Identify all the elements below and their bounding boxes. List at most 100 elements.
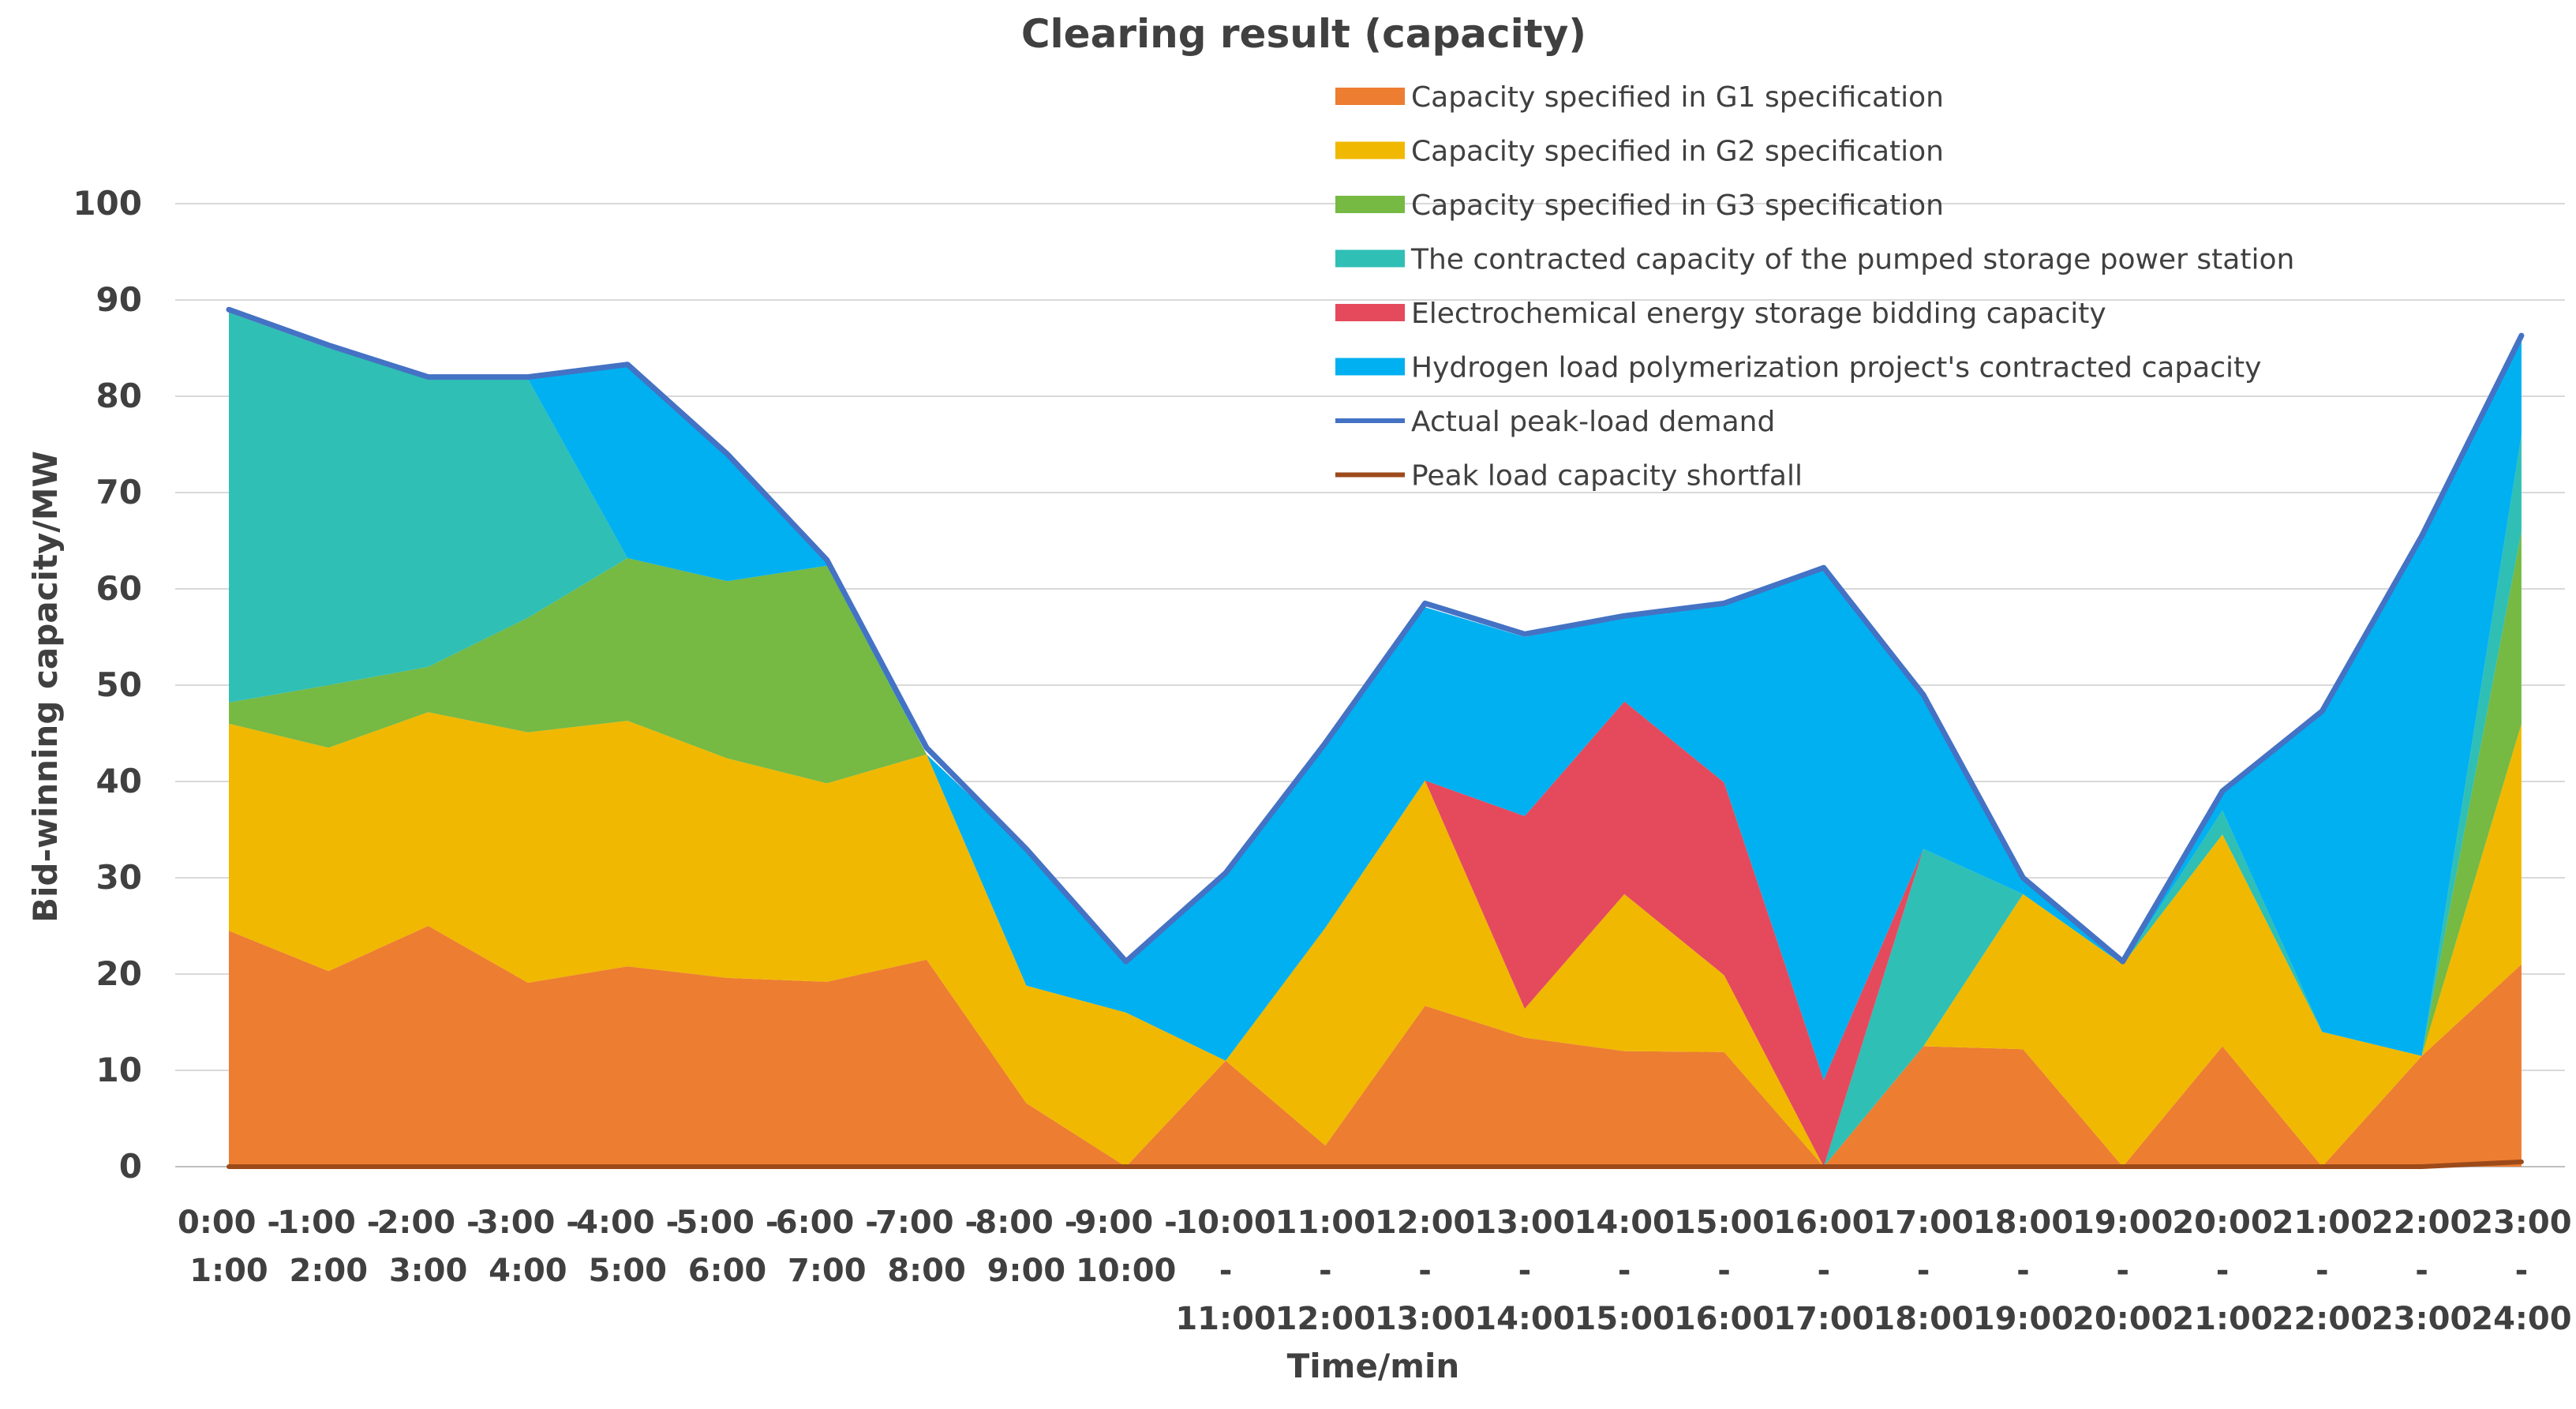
x-tick-label-line: 17:00	[1773, 1301, 1874, 1337]
x-tick-label-20: 19:00 - 20:00	[2072, 1205, 2173, 1337]
x-tick-label-line: 17:00	[1873, 1205, 1973, 1241]
area-series-6	[229, 312, 2522, 1081]
x-tick-label-24: 23:00 - 24:00	[2471, 1205, 2571, 1337]
x-tick-label-line: 8:00	[887, 1253, 966, 1289]
y-axis-ticks: 0 10 20 30 40 50 60 70 80 90 100	[73, 184, 142, 1186]
x-tick-label-line: 2:00	[290, 1253, 369, 1289]
line-series-2	[227, 1159, 2524, 1169]
x-tick-label-line: -	[1817, 1253, 1830, 1289]
legend-swatch-5	[1335, 304, 1405, 321]
x-tick-label-line: -	[1717, 1253, 1731, 1289]
x-tick-label-line: -	[1917, 1253, 1930, 1289]
x-tick-label-line: 8:00 -	[975, 1205, 1077, 1241]
area-series-4	[229, 312, 2522, 1167]
y-tick-label-70: 70	[96, 473, 142, 512]
x-tick-label-19: 18:00 - 19:00	[1973, 1205, 2073, 1337]
legend-label-6: Hydrogen load polymerization project's c…	[1411, 352, 2261, 384]
y-tick-label-0: 0	[119, 1147, 142, 1186]
x-tick-label-line: 3:00	[389, 1253, 468, 1289]
x-tick-label-12: 11:00 - 12:00	[1275, 1205, 1376, 1337]
legend-label-8: Peak load capacity shortfall	[1411, 460, 1803, 493]
x-tick-label-line: 23:00	[2372, 1301, 2472, 1337]
x-tick-label-line: -	[1518, 1253, 1532, 1289]
legend-label-5: Electrochemical energy storage bidding c…	[1411, 298, 2106, 330]
x-axis-ticks: 0:00 - 1:001:00 - 2:002:00 - 3:003:00 - 4:00…	[178, 1205, 2572, 1337]
area-series-1	[229, 926, 2522, 1167]
legend-label-7: Actual peak-load demand	[1411, 406, 1775, 438]
legend-swatch-3	[1335, 196, 1405, 213]
x-tick-label-line: 5:00	[588, 1253, 667, 1289]
x-tick-label-line: 6:00	[688, 1253, 767, 1289]
x-tick-label-3: 2:00 - 3:00	[377, 1205, 480, 1289]
x-tick-label-line: 19:00	[2072, 1205, 2173, 1241]
x-tick-label-line: 16:00	[1674, 1301, 1774, 1337]
x-tick-label-10: 9:00 - 10:00	[1075, 1205, 1178, 1289]
x-tick-label-line: 18:00	[1873, 1301, 1973, 1337]
x-tick-label-22: 21:00 - 22:00	[2272, 1205, 2372, 1337]
y-tick-label-10: 10	[96, 1051, 142, 1089]
x-tick-label-line: -	[2116, 1253, 2129, 1289]
x-tick-label-line: -	[2016, 1253, 2030, 1289]
x-tick-label-line: 1:00 -	[277, 1205, 380, 1241]
x-tick-label-line: 1:00	[189, 1253, 268, 1289]
x-tick-label-line: 24:00	[2471, 1301, 2571, 1337]
x-tick-label-line: 10:00	[1076, 1253, 1176, 1289]
x-tick-label-line: 22:00	[2372, 1205, 2472, 1241]
x-tick-label-2: 1:00 - 2:00	[277, 1205, 380, 1289]
x-tick-label-line: 14:00	[1474, 1301, 1574, 1337]
x-tick-label-line: 0:00 -	[178, 1205, 280, 1241]
legend-swatch-1	[1335, 88, 1405, 105]
x-tick-label-line: -	[1319, 1253, 1332, 1289]
x-tick-label-line: 21:00	[2272, 1205, 2372, 1241]
x-tick-label-line: 9:00 -	[1075, 1205, 1178, 1241]
x-tick-label-line: -	[2216, 1253, 2230, 1289]
stacked-areas	[229, 312, 2522, 1167]
y-tick-label-50: 50	[96, 665, 142, 704]
y-tick-label-30: 30	[96, 858, 142, 897]
x-tick-label-line: -	[1618, 1253, 1631, 1289]
x-tick-label-line: 16:00	[1773, 1205, 1874, 1241]
x-tick-label-11: 10:00 - 11:00	[1175, 1205, 1275, 1337]
x-tick-label-14: 13:00 - 14:00	[1474, 1205, 1574, 1337]
x-tick-label-line: 23:00	[2471, 1205, 2571, 1241]
x-tick-label-line: 19:00	[1973, 1301, 2073, 1337]
x-tick-label-line: 6:00 -	[776, 1205, 878, 1241]
y-tick-label-40: 40	[96, 762, 142, 800]
x-tick-label-13: 12:00 - 13:00	[1375, 1205, 1475, 1337]
x-tick-label-line: 15:00	[1574, 1301, 1675, 1337]
x-axis-title: Time/min	[1287, 1347, 1460, 1385]
y-tick-label-20: 20	[96, 954, 142, 993]
x-tick-label-18: 17:00 - 18:00	[1873, 1205, 1973, 1337]
y-tick-label-80: 80	[96, 377, 142, 415]
line-series-1	[226, 306, 2525, 965]
x-tick-label-line: -	[1418, 1253, 1432, 1289]
x-tick-label-6: 5:00 - 6:00	[676, 1205, 778, 1289]
x-tick-label-line: -	[2515, 1253, 2529, 1289]
x-tick-label-line: 2:00 -	[377, 1205, 480, 1241]
x-tick-label-line: 4:00 -	[576, 1205, 679, 1241]
legend: Capacity specified in G1 specification Ca…	[1335, 81, 2294, 493]
area-series-3	[229, 530, 2522, 1167]
legend-swatch-2	[1335, 141, 1405, 159]
x-tick-label-line: 11:00	[1275, 1205, 1376, 1241]
x-tick-label-5: 4:00 - 5:00	[576, 1205, 679, 1289]
legend-label-4: The contracted capacity of the pumped st…	[1410, 244, 2294, 276]
x-tick-label-7: 6:00 - 7:00	[776, 1205, 878, 1289]
x-tick-label-line: 4:00	[489, 1253, 567, 1289]
line-series	[226, 306, 2525, 1169]
x-tick-label-line: 20:00	[2072, 1301, 2173, 1337]
x-tick-label-line: 9:00	[987, 1253, 1066, 1289]
legend-label-3: Capacity specified in G3 specification	[1411, 189, 1944, 222]
x-tick-label-line: 7:00	[788, 1253, 867, 1289]
x-tick-label-line: 21:00	[2172, 1301, 2272, 1337]
y-tick-label-100: 100	[73, 184, 142, 223]
x-tick-label-line: 14:00	[1574, 1205, 1675, 1241]
x-tick-label-line: 12:00	[1375, 1205, 1475, 1241]
x-tick-label-line: 7:00 -	[875, 1205, 978, 1241]
x-tick-label-line: 22:00	[2272, 1301, 2372, 1337]
x-tick-label-line: 20:00	[2172, 1205, 2272, 1241]
x-tick-label-line: 12:00	[1275, 1301, 1376, 1337]
x-tick-label-21: 20:00 - 21:00	[2172, 1205, 2272, 1337]
